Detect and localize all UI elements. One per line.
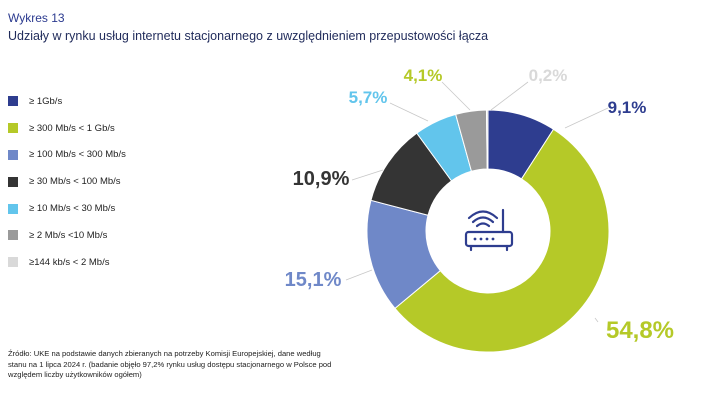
legend-label: ≥ 30 Mb/s < 100 Mb/s xyxy=(29,176,121,188)
leader-line xyxy=(594,317,599,323)
leader-line xyxy=(441,81,471,111)
donut-slice xyxy=(485,109,489,170)
legend-item: ≥ 100 Mb/s < 300 Mb/s xyxy=(8,142,126,169)
legend-item: ≥ 30 Mb/s < 100 Mb/s xyxy=(8,168,126,195)
legend-label: ≥ 2 Mb/s <10 Mb/s xyxy=(29,229,108,241)
legend-swatch xyxy=(8,203,18,214)
legend-label: ≥ 100 Mb/s < 300 Mb/s xyxy=(29,149,126,161)
source-note: Źródło: UKE na podstawie danych zbierany… xyxy=(8,349,332,379)
leader-line xyxy=(351,169,384,181)
legend-item: ≥ 2 Mb/s <10 Mb/s xyxy=(8,222,126,249)
donut-slices xyxy=(366,109,610,353)
data-label: 4,1% xyxy=(404,66,443,85)
legend-swatch xyxy=(8,230,18,241)
data-label: 9,1% xyxy=(608,98,647,117)
legend-swatch xyxy=(8,176,18,187)
data-label: 0,2% xyxy=(529,66,568,85)
data-label: 54,8% xyxy=(606,317,674,344)
data-label: 15,1% xyxy=(285,269,342,291)
legend-item: ≥ 10 Mb/s < 30 Mb/s xyxy=(8,195,126,222)
legend-label: ≥144 kb/s < 2 Mb/s xyxy=(29,256,110,268)
leader-line xyxy=(564,107,609,129)
data-label: 5,7% xyxy=(349,88,388,107)
legend-label: ≥ 1Gb/s xyxy=(29,95,63,107)
legend-item: ≥ 300 Mb/s < 1 Gb/s xyxy=(8,115,126,142)
legend-swatch xyxy=(8,123,18,134)
data-labels: 9,1% 54,8% 15,1% 10,9% 5,7% 4,1% 0,2% xyxy=(285,66,674,344)
legend-item: ≥144 kb/s < 2 Mb/s xyxy=(8,249,126,276)
legend: ≥ 1Gb/s ≥ 300 Mb/s < 1 Gb/s ≥ 100 Mb/s <… xyxy=(8,88,126,276)
data-label: 10,9% xyxy=(293,168,350,190)
leader-line xyxy=(490,81,529,111)
legend-swatch xyxy=(8,149,18,160)
chart-title: Udziały w rynku usług internetu stacjona… xyxy=(8,29,489,43)
legend-swatch xyxy=(8,96,18,107)
leader-line xyxy=(389,102,429,122)
legend-item: ≥ 1Gb/s xyxy=(8,88,126,115)
legend-swatch xyxy=(8,257,18,268)
leader-line xyxy=(345,269,373,281)
leader-lines xyxy=(345,81,609,323)
figure-number: Wykres 13 xyxy=(8,11,65,25)
router-icon xyxy=(464,208,514,252)
legend-label: ≥ 10 Mb/s < 30 Mb/s xyxy=(29,203,116,215)
legend-label: ≥ 300 Mb/s < 1 Gb/s xyxy=(29,122,115,134)
